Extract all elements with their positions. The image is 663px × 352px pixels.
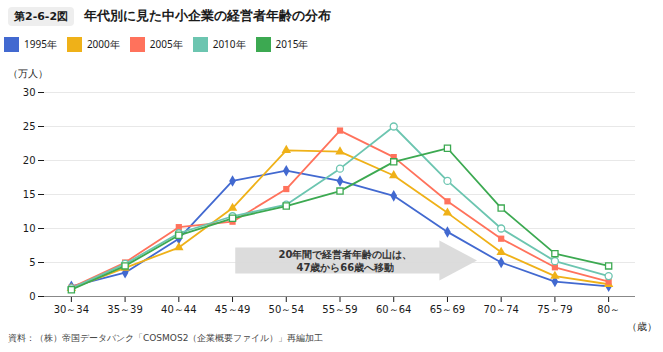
svg-text:20年間で経営者年齢の山は、47歳から66歳へ移動: 20年間で経営者年齢の山は、47歳から66歳へ移動	[278, 249, 412, 273]
html-text:2000年: 2000年	[86, 37, 120, 51]
html-text:資料：（株）帝国データバンク「COSMOS2（企業概要ファイ: 資料：（株）帝国データバンク「COSMOS2（企業概要ファイル）」再編加工	[8, 333, 324, 343]
svg-text:（万人）: （万人）	[8, 68, 48, 79]
svg-text:65～69: 65～69	[430, 304, 465, 315]
html-text:2005年: 2005年	[149, 37, 183, 51]
svg-text:55～59: 55～59	[322, 304, 357, 315]
svg-text:70～74: 70～74	[483, 304, 518, 315]
svg-text:45～49: 45～49	[215, 304, 250, 315]
html-text:第2-6-2図: 第2-6-2図	[14, 9, 69, 23]
svg-text:20: 20	[23, 155, 36, 166]
html-text:年代別に見た中小企業の経営者年齢の分布: 年代別に見た中小企業の経営者年齢の分布	[84, 8, 332, 23]
svg-text:0: 0	[29, 291, 35, 302]
svg-text:15: 15	[23, 189, 36, 200]
html-text:1995年: 1995年	[24, 37, 57, 51]
html-text:2010年: 2010年	[212, 37, 246, 51]
svg-text:25: 25	[23, 121, 36, 132]
svg-text:60～64: 60～64	[376, 304, 411, 315]
svg-text:10: 10	[23, 223, 36, 234]
svg-text:80～: 80～	[597, 304, 620, 315]
svg-text:30～34: 30～34	[54, 304, 89, 315]
svg-text:50～54: 50～54	[269, 304, 304, 315]
svg-text:（歳）: （歳）	[627, 321, 657, 332]
html-text:2015年: 2015年	[275, 37, 309, 51]
svg-text:35～39: 35～39	[107, 304, 142, 315]
svg-text:40～44: 40～44	[161, 304, 196, 315]
svg-text:75～79: 75～79	[537, 304, 572, 315]
svg-text:30: 30	[23, 87, 36, 98]
svg-text:5: 5	[29, 257, 35, 268]
